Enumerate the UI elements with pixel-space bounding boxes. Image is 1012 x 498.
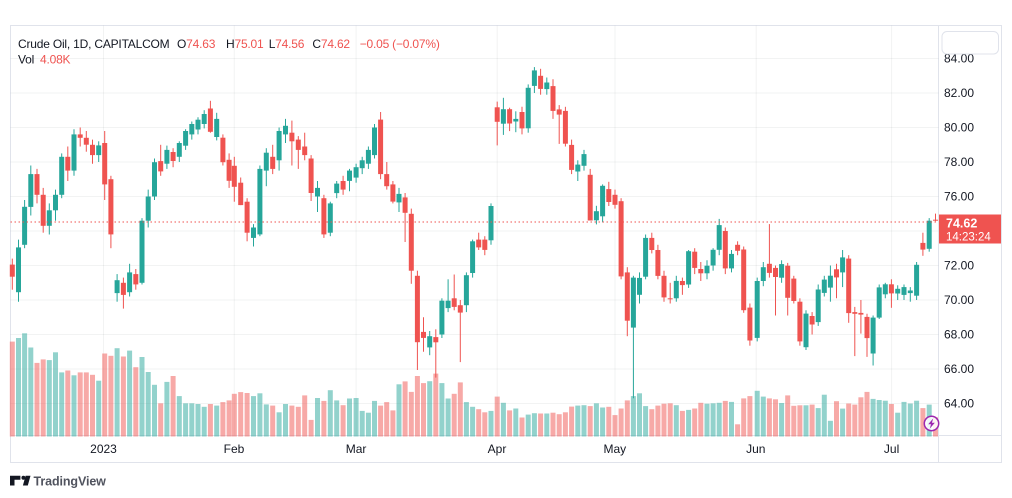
svg-text:L74.56: L74.56 xyxy=(269,37,305,51)
svg-text:70.00: 70.00 xyxy=(944,293,974,307)
svg-text:80.00: 80.00 xyxy=(944,121,974,135)
svg-text:68.00: 68.00 xyxy=(944,328,974,342)
svg-text:2023: 2023 xyxy=(90,442,117,456)
svg-text:TradingView: TradingView xyxy=(34,474,107,488)
svg-text:64.00: 64.00 xyxy=(944,397,974,411)
svg-text:Jul: Jul xyxy=(884,442,899,456)
svg-text:84.00: 84.00 xyxy=(944,52,974,66)
svg-text:−0.05 (−0.07%): −0.05 (−0.07%) xyxy=(360,37,440,51)
svg-text:72.00: 72.00 xyxy=(944,259,974,273)
svg-text:14:23:24: 14:23:24 xyxy=(946,232,991,244)
svg-text:Mar: Mar xyxy=(346,442,367,456)
svg-text:4.08K: 4.08K xyxy=(40,53,71,67)
svg-text:76.00: 76.00 xyxy=(944,190,974,204)
svg-text:74.62: 74.62 xyxy=(946,217,977,231)
svg-text:C74.62: C74.62 xyxy=(312,37,350,51)
svg-text:O74.63: O74.63 xyxy=(177,37,216,51)
svg-text:82.00: 82.00 xyxy=(944,86,974,100)
svg-text:Crude Oil, 1D, CAPITALCOM: Crude Oil, 1D, CAPITALCOM xyxy=(18,37,170,51)
svg-text:Jun: Jun xyxy=(746,442,765,456)
svg-text:78.00: 78.00 xyxy=(944,155,974,169)
svg-text:Apr: Apr xyxy=(488,442,507,456)
svg-text:Feb: Feb xyxy=(224,442,245,456)
svg-text:May: May xyxy=(603,442,626,456)
svg-text:Vol: Vol xyxy=(18,53,34,67)
svg-text:66.00: 66.00 xyxy=(944,362,974,376)
svg-text:H75.01: H75.01 xyxy=(226,37,264,51)
